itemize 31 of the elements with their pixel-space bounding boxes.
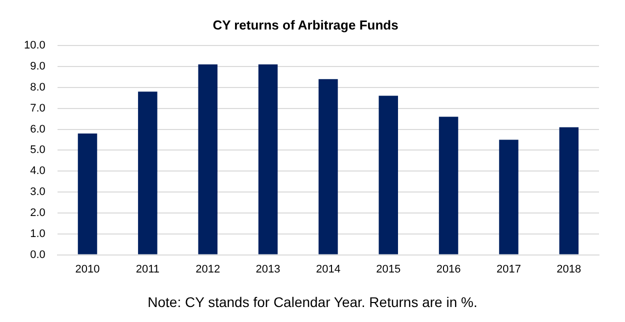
chart-title: CY returns of Arbitrage Funds	[212, 17, 398, 32]
x-tick-label: 2017	[496, 263, 521, 276]
bar	[138, 92, 158, 254]
y-tick-label: 6.0	[30, 123, 46, 136]
x-tick-label: 2011	[136, 263, 160, 276]
y-tick-label: 5.0	[30, 144, 46, 156]
bar	[198, 64, 218, 254]
bar	[438, 116, 458, 254]
y-tick-label: 1.0	[30, 228, 46, 240]
x-tick-label: 2013	[256, 263, 280, 276]
x-tick-label: 2015	[376, 263, 401, 276]
y-tick-label: 9.0	[30, 60, 46, 73]
x-tick-label: 2010	[75, 263, 100, 276]
x-tick-label: 2014	[316, 263, 340, 276]
y-tick-label: 10.0	[24, 40, 46, 52]
bar	[318, 79, 338, 254]
y-tick-label: 8.0	[30, 81, 46, 94]
bar	[378, 96, 398, 254]
bar	[258, 64, 278, 254]
y-tick-label: 0.0	[30, 248, 46, 261]
x-tick-label: 2012	[196, 263, 220, 276]
bar	[559, 127, 579, 254]
y-tick-label: 2.0	[30, 206, 46, 219]
y-tick-label: 7.0	[30, 102, 46, 114]
y-tick-label: 4.0	[30, 165, 46, 178]
x-tick-label: 2018	[556, 263, 582, 276]
bar	[499, 140, 518, 254]
text: Note: CY stands for Calendar Year. Returns are in %.	[146, 294, 478, 310]
y-tick-label: 3.0	[30, 186, 46, 198]
x-tick-label: 2016	[436, 263, 461, 276]
bar	[78, 133, 98, 254]
